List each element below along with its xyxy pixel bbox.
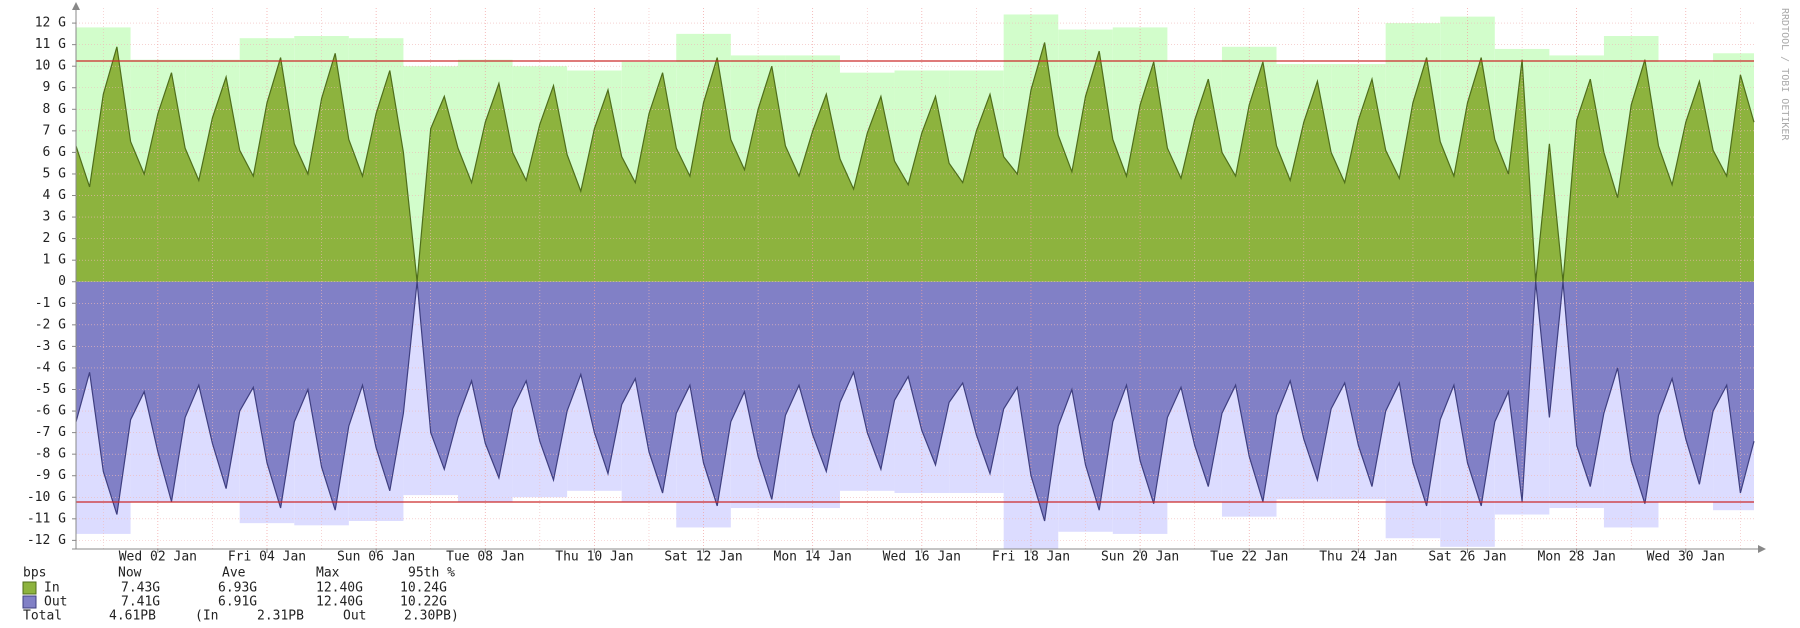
x-axis-arrow [1758, 545, 1766, 553]
legend-total: 2.30PB) [404, 609, 459, 624]
legend-value: 6.91G [218, 595, 257, 610]
foreground [72, 22, 1755, 553]
legend-value: 12.40G [316, 581, 363, 596]
y-tick-label: -8 G [35, 447, 66, 462]
y-tick-label: 4 G [43, 188, 67, 203]
x-tick-label: Wed 02 Jan [119, 550, 197, 565]
y-tick-label: 3 G [43, 210, 67, 225]
x-tick-label: Wed 16 Jan [883, 550, 961, 565]
watermark: RRDTOOL / TOBI OETIKER [1779, 8, 1790, 141]
y-tick-label: 8 G [43, 102, 67, 117]
y-tick-label: 1 G [43, 253, 67, 268]
y-tick-label: -3 G [35, 339, 66, 354]
legend-value: 12.40G [316, 595, 363, 610]
y-tick-label: -11 G [27, 511, 66, 526]
legend-header: Ave [222, 566, 246, 581]
x-tick-label: Sun 20 Jan [1101, 550, 1179, 565]
legend-total: Total [23, 609, 62, 624]
y-tick-label: 0 [58, 274, 66, 289]
y-tick-label: -2 G [35, 317, 66, 332]
legend-value: 7.41G [121, 595, 160, 610]
x-tick-label: Fri 18 Jan [992, 550, 1070, 565]
y-tick-label: 12 G [35, 16, 66, 31]
y-axis-arrow [72, 2, 80, 10]
y-tick-label: 2 G [43, 231, 67, 246]
x-tick-label: Fri 04 Jan [228, 550, 306, 565]
line [75, 281, 1755, 522]
y-tick-label: 11 G [35, 37, 66, 52]
legend-value: 10.24G [400, 581, 447, 596]
area [76, 42, 1754, 282]
y-tick-label: -7 G [35, 425, 66, 440]
legend: bps Now Ave Max 95th % In 7.43G 6.93G 12.40G 10.2… [22, 566, 459, 624]
x-tick-label: Tue 22 Jan [1210, 550, 1288, 565]
y-tick-label: -5 G [35, 382, 66, 397]
y-tick-label: -4 G [35, 360, 66, 375]
legend-header: Now [118, 566, 142, 581]
legend-swatch [22, 581, 37, 595]
legend-value: 10.22G [400, 595, 447, 610]
legend-value: 7.43G [121, 581, 160, 596]
line [75, 42, 1755, 282]
y-tick-label: 5 G [43, 166, 67, 181]
x-tick-label: Sun 06 Jan [337, 550, 415, 565]
legend-header: Max [316, 566, 340, 581]
y-tick-label: 6 G [43, 145, 67, 160]
legend-total: 4.61PB [109, 609, 156, 624]
legend-total: Out [343, 609, 366, 624]
y-tick-label: -12 G [27, 533, 66, 548]
y-tick-label: -10 G [27, 490, 66, 505]
x-tick-label: Thu 24 Jan [1319, 550, 1397, 565]
x-tick-label: Mon 14 Jan [774, 550, 852, 565]
x-tick-label: Sat 26 Jan [1428, 550, 1506, 565]
x-tick-label: Sat 12 Jan [664, 550, 742, 565]
y-tick-label: 9 G [43, 80, 67, 95]
x-tick-label: Thu 10 Jan [555, 550, 633, 565]
x-tick-label: Tue 08 Jan [446, 550, 524, 565]
y-tick-label: 10 G [35, 59, 66, 74]
legend-header: bps [23, 566, 46, 581]
y-tick-label: -9 G [35, 468, 66, 483]
legend-label: In [44, 581, 60, 596]
legend-total: (In [195, 609, 218, 624]
y-tick-label: -1 G [35, 296, 66, 311]
x-tick-label: Wed 30 Jan [1647, 550, 1725, 565]
legend-header: 95th % [408, 566, 455, 581]
legend-swatch [22, 595, 37, 609]
y-tick-label: 7 G [43, 123, 67, 138]
legend-value: 6.93G [218, 581, 257, 596]
y-tick-label: -6 G [35, 404, 66, 419]
legend-total: 2.31PB [257, 609, 304, 624]
x-tick-label: Mon 28 Jan [1538, 550, 1616, 565]
legend-label: Out [44, 595, 67, 610]
